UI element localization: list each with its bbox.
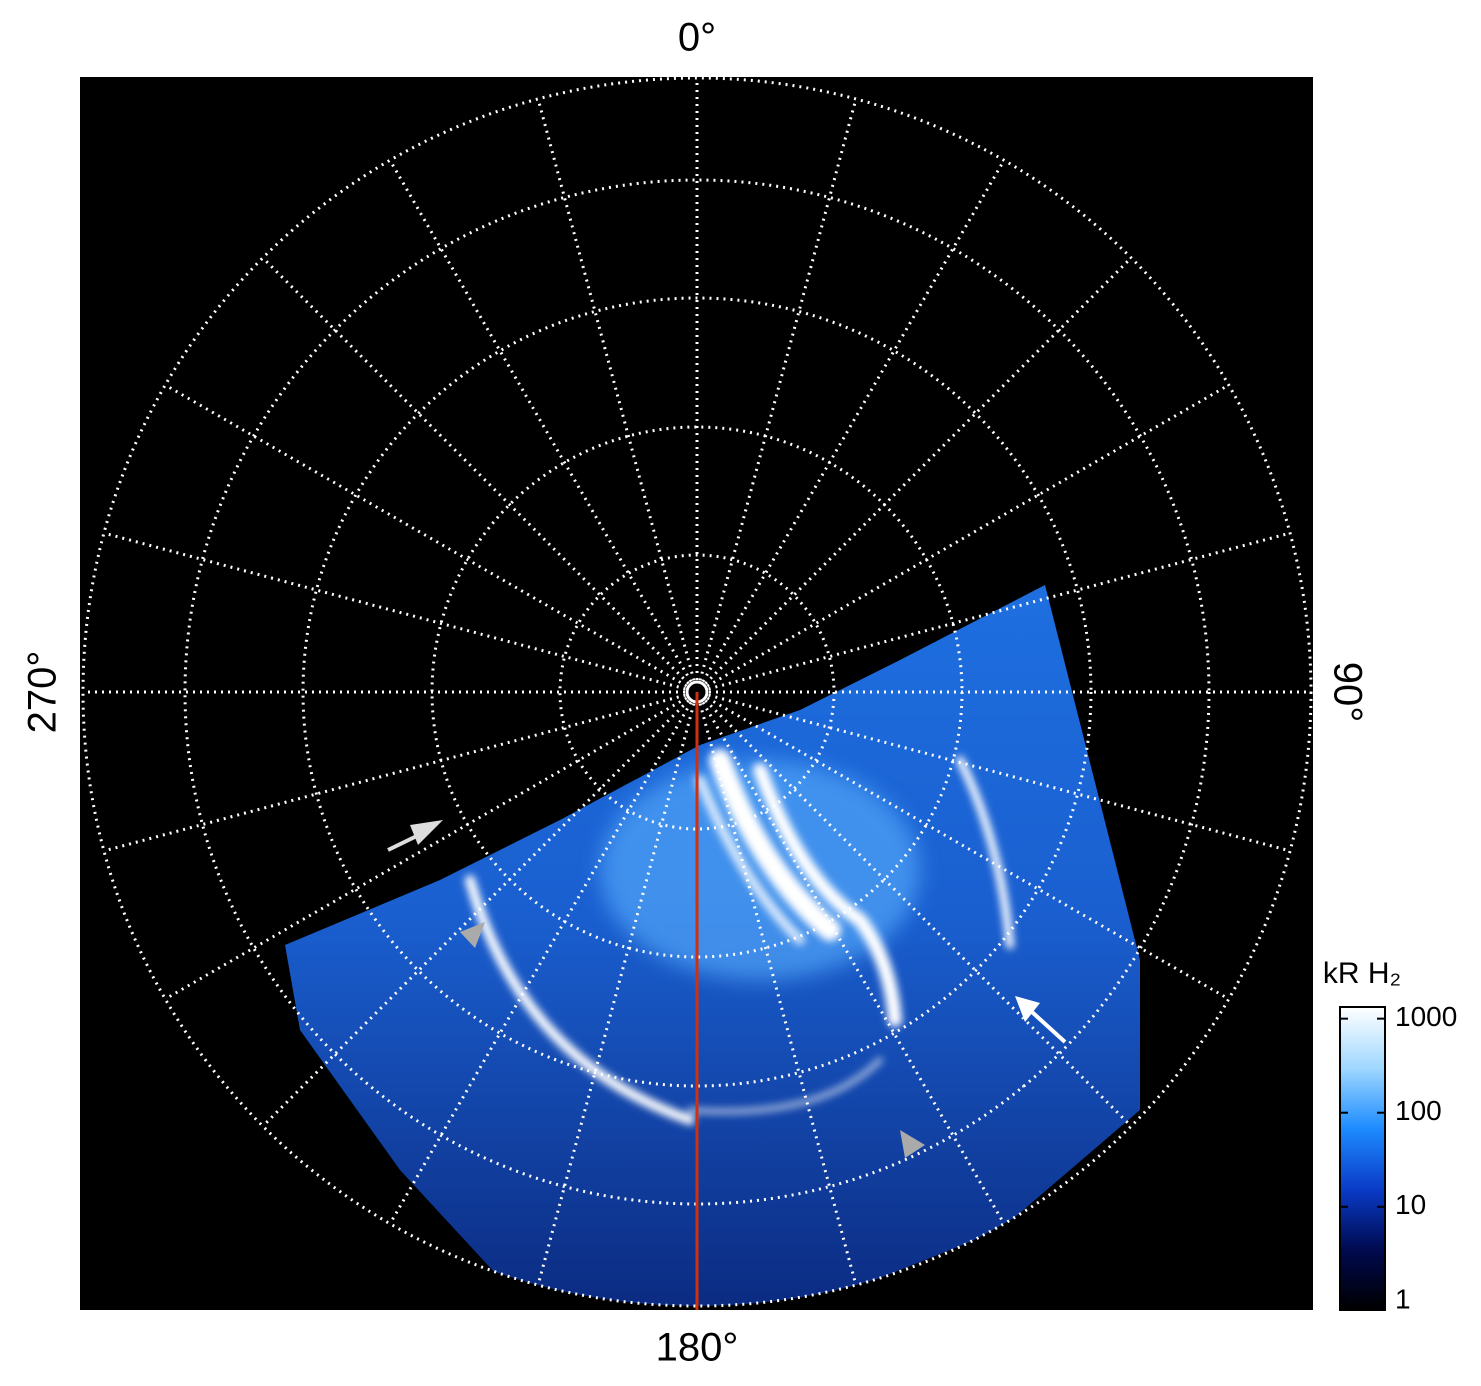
radial-grid-line <box>704 699 1133 1128</box>
colorbar-tick-label: 100 <box>1395 1095 1442 1126</box>
radial-grid-line <box>103 531 686 691</box>
radial-grid-line <box>261 699 690 1128</box>
radial-grid-line <box>706 696 1230 1001</box>
radial-grid-line <box>261 256 690 685</box>
radial-grid-line <box>708 693 1291 853</box>
colorbar-tick-label: 10 <box>1395 1189 1426 1220</box>
radial-grid-line <box>536 703 696 1286</box>
angle-label: 180° <box>656 1326 739 1370</box>
angle-label: 0° <box>678 16 716 60</box>
radial-grid-line <box>704 256 1133 685</box>
radial-grid-line <box>388 159 693 683</box>
colorbar-tick-label: 1 <box>1395 1283 1411 1314</box>
radial-grid-line <box>536 98 696 681</box>
colorbar-tick-label: 1000 <box>1395 1001 1457 1032</box>
radial-grid-line <box>701 159 1006 683</box>
radial-grid-line <box>164 696 688 1001</box>
radial-grid-line <box>706 383 1230 688</box>
arrows <box>387 820 1067 1158</box>
radial-grid-line <box>708 531 1291 691</box>
radial-grid-line <box>388 701 693 1225</box>
angle-label: 270° <box>21 651 65 734</box>
radial-grid-line <box>103 693 686 853</box>
colorbar <box>1339 1006 1386 1311</box>
aurora-image <box>81 77 1313 1310</box>
radial-grid-line <box>698 703 858 1286</box>
radial-grid-line <box>701 701 1006 1225</box>
radial-grid-line <box>698 98 858 681</box>
angle-label: 90° <box>1325 662 1369 723</box>
colorbar-title: kR H₂ <box>1323 957 1401 990</box>
polar-grid <box>81 77 1313 1308</box>
radial-grid-line <box>164 383 688 688</box>
